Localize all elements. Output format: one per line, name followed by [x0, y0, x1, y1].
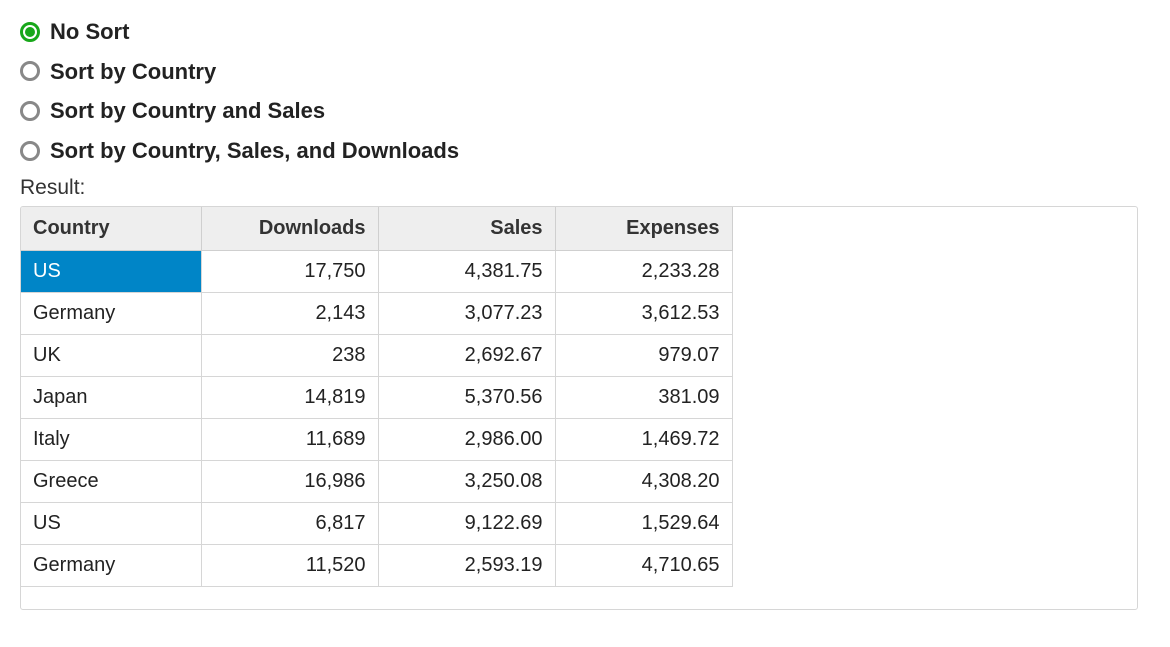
cell-expenses[interactable]: 979.07: [555, 335, 732, 377]
cell-expenses[interactable]: 381.09: [555, 377, 732, 419]
radio-icon: [20, 22, 40, 42]
cell-downloads[interactable]: 17,750: [201, 251, 378, 293]
radio-label: No Sort: [50, 12, 129, 52]
cell-expenses[interactable]: 1,529.64: [555, 503, 732, 545]
table-header-row: Country Downloads Sales Expenses: [21, 207, 732, 251]
result-label: Result:: [20, 176, 1150, 200]
data-grid: Country Downloads Sales Expenses US17,75…: [20, 206, 1138, 610]
cell-sales[interactable]: 5,370.56: [378, 377, 555, 419]
cell-sales[interactable]: 2,593.19: [378, 545, 555, 587]
cell-country[interactable]: UK: [21, 335, 201, 377]
radio-label: Sort by Country: [50, 52, 216, 92]
col-header-country[interactable]: Country: [21, 207, 201, 251]
col-header-expenses[interactable]: Expenses: [555, 207, 732, 251]
cell-downloads[interactable]: 2,143: [201, 293, 378, 335]
sort-radio-group: No Sort Sort by Country Sort by Country …: [20, 12, 1150, 170]
col-header-downloads[interactable]: Downloads: [201, 207, 378, 251]
table-row[interactable]: Japan14,8195,370.56381.09: [21, 377, 732, 419]
cell-country[interactable]: Germany: [21, 293, 201, 335]
radio-no-sort[interactable]: No Sort: [20, 12, 1150, 52]
cell-country[interactable]: US: [21, 251, 201, 293]
radio-icon: [20, 101, 40, 121]
radio-icon: [20, 141, 40, 161]
col-header-sales[interactable]: Sales: [378, 207, 555, 251]
cell-expenses[interactable]: 1,469.72: [555, 419, 732, 461]
radio-sort-country-sales-downloads[interactable]: Sort by Country, Sales, and Downloads: [20, 131, 1150, 171]
cell-sales[interactable]: 4,381.75: [378, 251, 555, 293]
cell-downloads[interactable]: 6,817: [201, 503, 378, 545]
cell-country[interactable]: Germany: [21, 545, 201, 587]
cell-downloads[interactable]: 11,689: [201, 419, 378, 461]
radio-label: Sort by Country, Sales, and Downloads: [50, 131, 459, 171]
cell-sales[interactable]: 2,986.00: [378, 419, 555, 461]
cell-country[interactable]: US: [21, 503, 201, 545]
table-row[interactable]: Greece16,9863,250.084,308.20: [21, 461, 732, 503]
data-table: Country Downloads Sales Expenses US17,75…: [21, 207, 733, 587]
radio-sort-country[interactable]: Sort by Country: [20, 52, 1150, 92]
cell-expenses[interactable]: 4,710.65: [555, 545, 732, 587]
cell-sales[interactable]: 2,692.67: [378, 335, 555, 377]
cell-downloads[interactable]: 16,986: [201, 461, 378, 503]
cell-country[interactable]: Italy: [21, 419, 201, 461]
table-row[interactable]: Germany2,1433,077.233,612.53: [21, 293, 732, 335]
data-grid-scroll[interactable]: Country Downloads Sales Expenses US17,75…: [21, 207, 1137, 609]
cell-downloads[interactable]: 14,819: [201, 377, 378, 419]
table-row[interactable]: UK2382,692.67979.07: [21, 335, 732, 377]
table-row[interactable]: US17,7504,381.752,233.28: [21, 251, 732, 293]
radio-icon: [20, 61, 40, 81]
cell-sales[interactable]: 9,122.69: [378, 503, 555, 545]
cell-expenses[interactable]: 2,233.28: [555, 251, 732, 293]
table-row[interactable]: Germany11,5202,593.194,710.65: [21, 545, 732, 587]
cell-sales[interactable]: 3,250.08: [378, 461, 555, 503]
cell-downloads[interactable]: 238: [201, 335, 378, 377]
radio-label: Sort by Country and Sales: [50, 91, 325, 131]
cell-expenses[interactable]: 3,612.53: [555, 293, 732, 335]
cell-country[interactable]: Japan: [21, 377, 201, 419]
cell-sales[interactable]: 3,077.23: [378, 293, 555, 335]
table-row[interactable]: US6,8179,122.691,529.64: [21, 503, 732, 545]
radio-sort-country-sales[interactable]: Sort by Country and Sales: [20, 91, 1150, 131]
cell-downloads[interactable]: 11,520: [201, 545, 378, 587]
cell-country[interactable]: Greece: [21, 461, 201, 503]
cell-expenses[interactable]: 4,308.20: [555, 461, 732, 503]
table-row[interactable]: Italy11,6892,986.001,469.72: [21, 419, 732, 461]
